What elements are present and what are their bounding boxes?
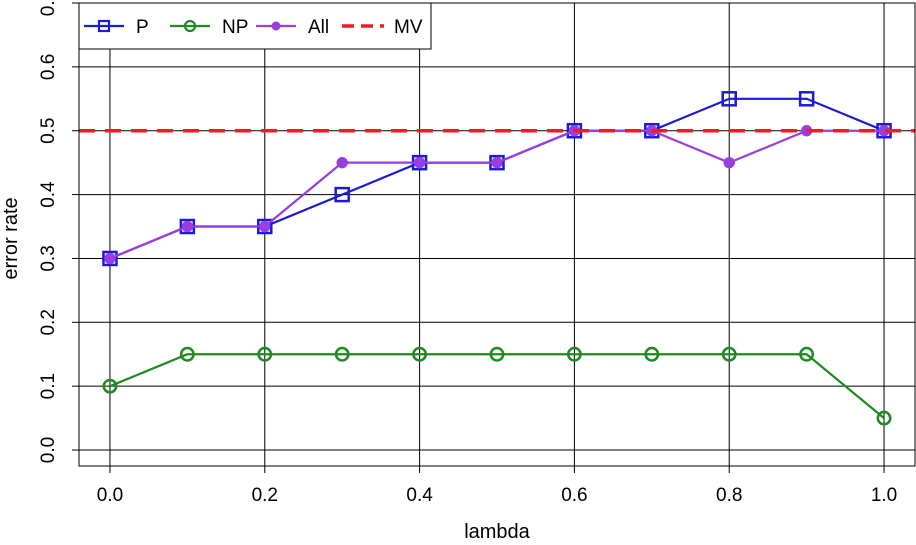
y-axis: 0.0 0.1 0.2 0.3 0.4 0.5 0.6 0.7 <box>38 0 79 463</box>
x-tick-label: 1.0 <box>871 485 897 506</box>
series-np-point <box>102 378 118 394</box>
series-np-point <box>644 346 660 362</box>
series-np-point <box>334 346 350 362</box>
grid <box>79 3 915 466</box>
series-np-point <box>412 346 428 362</box>
series-p-point <box>798 91 815 107</box>
series-np-point <box>566 346 582 362</box>
series-all-point <box>104 252 116 265</box>
series-np-line <box>109 353 885 419</box>
legend-label: NP <box>222 17 248 38</box>
series-p <box>102 91 892 267</box>
series-np-point <box>489 346 505 362</box>
series-p-line <box>109 97 885 260</box>
y-axis-label: error rate <box>0 197 22 279</box>
y-tick-label: 0.6 <box>38 54 59 80</box>
y-tick-label: 0.3 <box>38 245 59 271</box>
series-all-point <box>259 220 271 233</box>
series-np-point <box>799 346 815 362</box>
series-all-point <box>491 156 503 169</box>
y-tick-label: 0.1 <box>38 373 59 399</box>
legend-label: P <box>136 17 149 38</box>
y-tick-label: 0.7 <box>38 0 59 16</box>
y-tick-label: 0.0 <box>38 437 59 463</box>
series-np-point <box>257 346 273 362</box>
series-np-point <box>876 410 892 426</box>
series-all-point <box>413 156 426 169</box>
x-tick-label: 0.2 <box>252 485 278 506</box>
series-p-point <box>102 250 118 267</box>
series-p-point <box>721 91 737 107</box>
series-np <box>102 346 892 426</box>
y-tick-label: 0.2 <box>38 309 59 335</box>
legend-marker <box>271 21 281 31</box>
legend-box <box>78 2 432 50</box>
legend-item-mv: MV <box>342 17 423 38</box>
x-tick-label: 0.6 <box>561 485 587 506</box>
plot-border <box>78 2 916 467</box>
x-axis-label: lambda <box>464 521 530 543</box>
legend-marker <box>97 19 111 33</box>
legend-item-all: All <box>256 17 329 38</box>
x-tick-label: 0.0 <box>97 485 123 506</box>
legend: P NP All MV <box>78 2 432 50</box>
series-layer <box>79 91 915 426</box>
series-np-point <box>721 346 737 362</box>
x-tick-label: 0.4 <box>406 485 433 506</box>
legend-item-p: P <box>84 17 149 38</box>
legend-label: All <box>308 17 329 38</box>
legend-label: MV <box>394 17 423 38</box>
x-axis: 0.0 0.2 0.4 0.6 0.8 1.0 <box>97 466 897 506</box>
series-all-point <box>336 156 348 169</box>
series-p-point <box>334 186 350 203</box>
series-all-point <box>181 220 194 233</box>
legend-marker <box>183 19 197 33</box>
x-tick-label: 0.8 <box>716 485 742 506</box>
series-all-point <box>723 156 735 169</box>
y-tick-label: 0.5 <box>38 118 59 144</box>
series-np-point <box>179 346 195 362</box>
y-tick-label: 0.4 <box>38 181 59 208</box>
legend-item-np: NP <box>170 17 248 38</box>
